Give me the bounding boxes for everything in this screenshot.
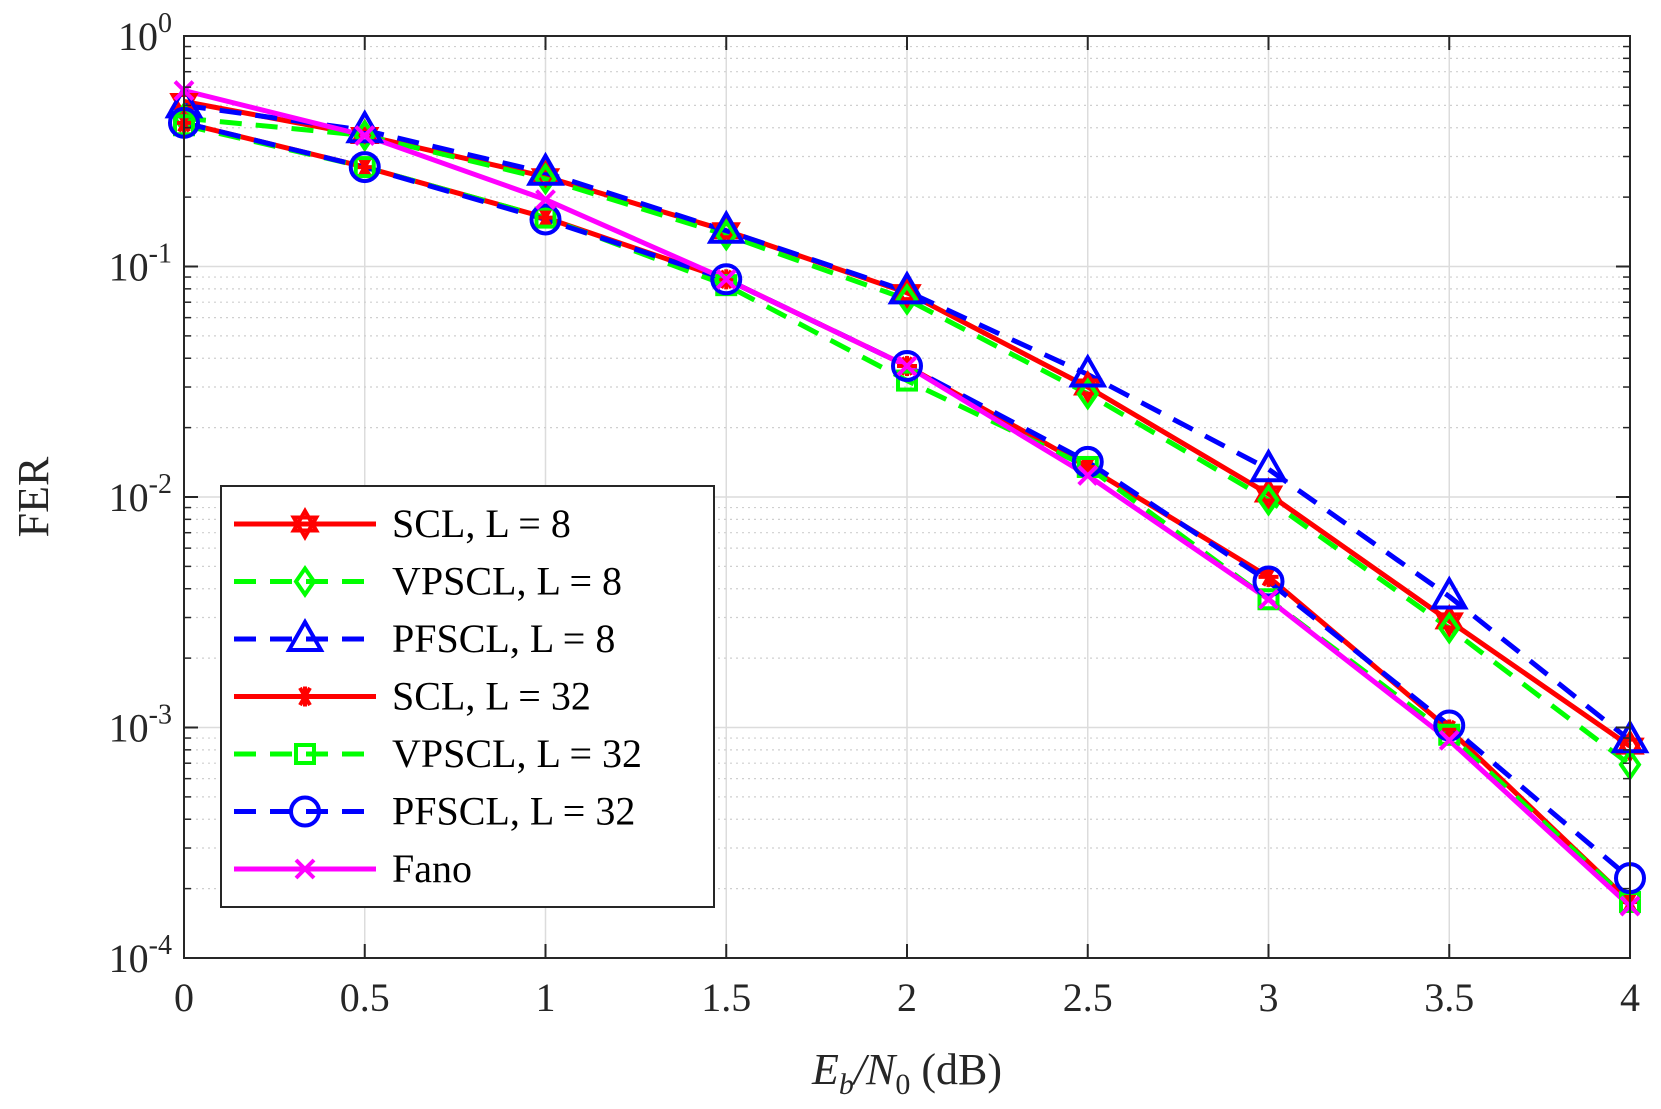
circle-marker xyxy=(1252,565,1285,598)
diamond-marker xyxy=(1076,377,1100,411)
diamond-marker xyxy=(714,218,738,252)
x-tick-label: 0.5 xyxy=(340,975,390,1020)
y-tick-label: 10-3 xyxy=(109,700,172,751)
circle-marker xyxy=(529,203,562,236)
legend-label: PFSCL, L = 8 xyxy=(392,616,615,661)
x-tick-label: 4 xyxy=(1620,975,1640,1020)
x-marker xyxy=(1438,729,1460,751)
legend-item: SCL, L = 32 xyxy=(234,674,591,719)
legend-label: PFSCL, L = 32 xyxy=(392,789,635,834)
triangle-marker xyxy=(887,270,927,305)
y-tick-label: 10-1 xyxy=(109,239,172,290)
hexagram-marker xyxy=(290,507,320,533)
hexagram-marker xyxy=(1434,603,1464,630)
triangle-marker xyxy=(285,617,325,652)
diamond-marker xyxy=(895,282,919,316)
legend-item: PFSCL, L = 32 xyxy=(234,789,635,834)
x-marker xyxy=(896,355,918,377)
legend-label: SCL, L = 8 xyxy=(392,501,571,546)
x-tick-label: 2 xyxy=(897,975,917,1020)
x-tick-label: 3.5 xyxy=(1424,975,1474,1020)
triangle-marker xyxy=(526,151,565,186)
x-marker xyxy=(1258,588,1279,610)
y-axis-label: FER xyxy=(9,456,58,537)
legend-label: VPSCL, L = 32 xyxy=(392,731,642,776)
legend-label: VPSCL, L = 8 xyxy=(392,559,622,604)
legend: SCL, L = 8 VPSCL, L = 8 PFSCL, L = 8 SCL, L… xyxy=(220,485,715,908)
legend-label: Fano xyxy=(392,846,472,891)
hexagram-marker xyxy=(290,515,320,541)
diamond-marker xyxy=(1257,483,1280,517)
series-line xyxy=(183,115,1632,767)
triangle-marker xyxy=(706,209,746,244)
diamond-marker xyxy=(1437,611,1461,645)
x-marker xyxy=(354,125,376,146)
hexagram-marker xyxy=(530,168,561,194)
circle-marker xyxy=(891,350,923,383)
square-marker xyxy=(1257,588,1280,611)
circle-marker xyxy=(710,263,743,296)
y-tick-label: 10-4 xyxy=(109,930,172,981)
series-markers xyxy=(164,80,1650,917)
legend-item: Fano xyxy=(234,846,472,891)
legend-item: VPSCL, L = 32 xyxy=(234,731,642,776)
x-marker xyxy=(715,268,737,290)
x-axis-label: Eb/N0 (dB) xyxy=(811,1045,1002,1101)
x-tick-label: 2.5 xyxy=(1063,975,1113,1020)
legend-label: SCL, L = 32 xyxy=(392,674,591,719)
hexagram-marker xyxy=(892,275,922,302)
circle-marker xyxy=(289,795,321,828)
legend-item: PFSCL, L = 8 xyxy=(234,616,615,661)
triangle-marker xyxy=(1068,353,1108,388)
x-tick-label: 1 xyxy=(536,975,556,1020)
hexagram-marker xyxy=(1253,477,1284,503)
legend-item: VPSCL, L = 8 xyxy=(234,559,622,604)
circle-marker xyxy=(348,151,381,184)
square-marker xyxy=(353,156,376,179)
x-marker xyxy=(294,858,316,880)
diamond-marker xyxy=(293,564,317,599)
y-tick-label: 100 xyxy=(118,8,172,59)
x-marker xyxy=(535,189,556,211)
triangle-marker xyxy=(1429,575,1469,610)
x-tick-label: 1.5 xyxy=(701,975,751,1020)
square-marker xyxy=(294,743,316,765)
x-marker xyxy=(1077,465,1099,486)
legend-item: SCL, L = 8 xyxy=(234,501,571,546)
x-tick-label: 0 xyxy=(174,975,194,1020)
y-tick-label: 10-2 xyxy=(109,469,172,520)
square-marker xyxy=(896,369,918,392)
square-marker xyxy=(534,206,557,229)
series-line xyxy=(183,99,1632,749)
diamond-marker xyxy=(534,162,557,196)
axes: 0 0.5 1 1.5 2 2.5 3 3.5 4 100 10-1 10-2 10-3 10-4 xyxy=(109,8,1640,1020)
triangle-marker xyxy=(1249,448,1288,483)
series-line xyxy=(183,102,1632,743)
x-tick-label: 3 xyxy=(1259,975,1279,1020)
